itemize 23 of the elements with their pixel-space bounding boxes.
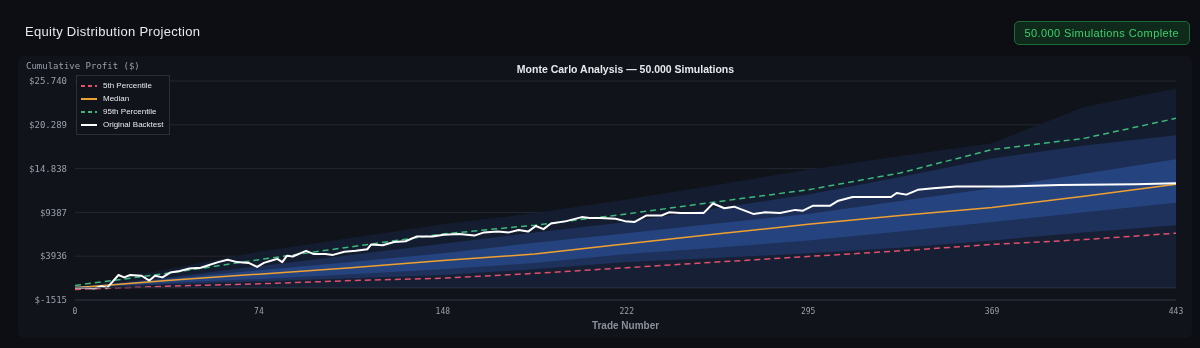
y-tick-label: $25.740 — [29, 76, 67, 87]
chart-subtitle: Monte Carlo Analysis — 50.000 Simulations — [516, 63, 735, 75]
y-tick-label: $-1515 — [34, 295, 67, 306]
y-tick-label: $9387 — [39, 207, 67, 218]
x-tick-label: 0 — [72, 306, 78, 316]
chart-title: Equity Distribution Projection — [25, 24, 201, 39]
legend-label: 95th Percentile — [103, 107, 157, 116]
x-tick-label: 443 — [1168, 306, 1184, 316]
x-tick-label: 148 — [435, 306, 451, 316]
line-series — [75, 232, 1176, 291]
legend-label: 5th Percentile — [103, 81, 152, 90]
x-tick-label: 295 — [800, 306, 816, 316]
text: 50.000 Simulations Complete — [1013, 21, 1190, 45]
y-axis-title: Cumulative Profit ($) — [26, 61, 140, 71]
y-tick-label: $3936 — [39, 251, 67, 262]
legend-label: Median — [103, 94, 130, 103]
x-tick-label: 369 — [984, 306, 1000, 316]
legend-label: Original Backtest — [103, 120, 164, 129]
y-tick-label: $20.289 — [29, 120, 67, 130]
x-tick-label: 74 — [254, 306, 264, 316]
x-tick-label: 222 — [619, 306, 635, 316]
y-tick-label: $14.838 — [29, 163, 67, 174]
x-axis-title: Trade Number — [590, 320, 661, 331]
